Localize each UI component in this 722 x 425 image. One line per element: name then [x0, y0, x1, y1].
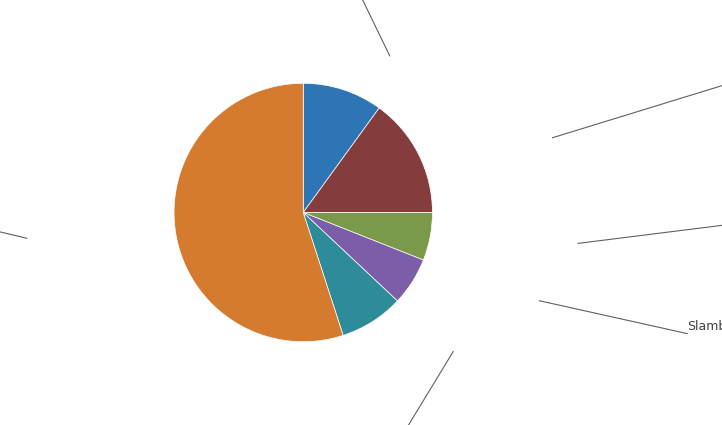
- Wedge shape: [303, 108, 432, 212]
- Wedge shape: [303, 212, 397, 335]
- Wedge shape: [303, 212, 423, 301]
- Wedge shape: [303, 83, 379, 212]
- Wedge shape: [174, 83, 343, 342]
- Wedge shape: [303, 212, 432, 260]
- Text: Slambehandling
6 %: Slambehandling 6 %: [687, 320, 722, 348]
